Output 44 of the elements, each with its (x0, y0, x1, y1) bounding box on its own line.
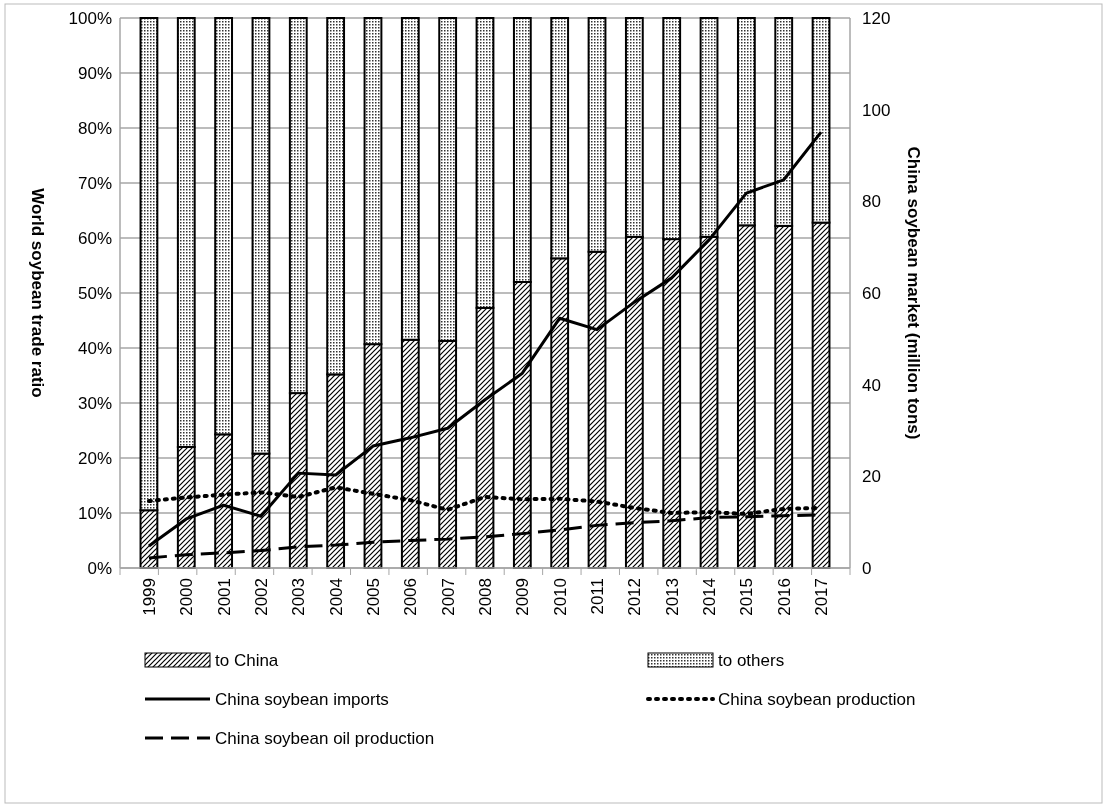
x-tick-label: 2008 (475, 578, 495, 616)
y-tick-label: 50% (77, 283, 112, 303)
y-tick-label: 20% (77, 448, 112, 468)
x-tick-label: 2004 (326, 578, 346, 616)
legend-label: to China (215, 650, 279, 670)
legend-label: China soybean production (718, 689, 916, 709)
y-tick-label: 40% (77, 338, 112, 358)
y-tick-label: 30% (77, 393, 112, 413)
x-tick-label: 1999 (139, 578, 159, 616)
y-tick-label: 60% (77, 228, 112, 248)
y-tick-label: 70% (77, 173, 112, 193)
y2-tick-label: 120 (862, 8, 891, 28)
y-tick-label: 100% (68, 8, 112, 28)
x-tick-label: 2015 (737, 578, 757, 616)
x-tick-label: 2006 (401, 578, 421, 616)
x-tick-label: 2013 (662, 578, 682, 616)
y2-tick-label: 60 (862, 283, 881, 303)
x-tick-label: 2002 (251, 578, 271, 616)
y2-tick-label: 80 (862, 192, 881, 212)
x-tick-label: 2009 (513, 578, 533, 616)
y2-tick-label: 100 (862, 100, 891, 120)
legend-label: to others (718, 650, 785, 670)
y-tick-label: 80% (77, 118, 112, 138)
x-tick-label: 2001 (214, 578, 234, 616)
x-tick-label: 2007 (438, 578, 458, 616)
legend-label: China soybean imports (215, 689, 389, 709)
x-tick-label: 2000 (177, 578, 197, 616)
y2-tick-label: 0 (862, 558, 872, 578)
x-tick-label: 2014 (699, 578, 719, 616)
y2-tick-label: 40 (862, 375, 881, 395)
x-tick-label: 2016 (774, 578, 794, 616)
x-tick-label: 2010 (550, 578, 570, 616)
y-tick-label: 90% (77, 63, 112, 83)
y2-tick-label: 20 (862, 467, 881, 487)
legend-label: China soybean oil production (215, 728, 435, 748)
y2-axis-title: China soybean market (million tons) (904, 146, 923, 440)
y-tick-label: 10% (77, 503, 112, 523)
x-tick-label: 2012 (625, 578, 645, 616)
y-axis-title: World soybean trade ratio (28, 188, 47, 398)
y-tick-label: 0% (87, 558, 112, 578)
x-tick-label: 2005 (363, 578, 383, 616)
x-tick-label: 2003 (289, 578, 309, 616)
x-tick-label: 2017 (812, 578, 832, 616)
x-tick-label: 2011 (587, 578, 607, 615)
